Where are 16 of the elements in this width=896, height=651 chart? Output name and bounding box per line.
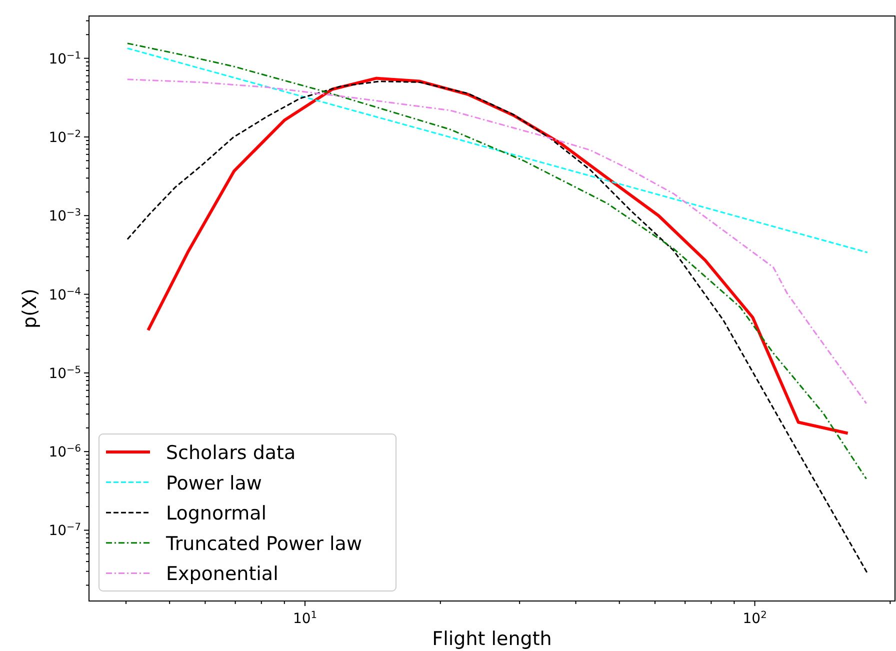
legend-label: Lognormal [166,502,267,525]
legend-label: Exponential [166,563,278,586]
y-axis-title: p(X) [19,288,41,328]
legend-label: Power law [166,472,262,494]
y-tick-label: 10$^{−5}$ [48,364,81,382]
y-tick-label: 10$^{−4}$ [48,286,81,304]
x-axis-title: Flight length [432,628,552,650]
y-tick-label: 10$^{−2}$ [48,128,81,146]
y-tick-label: 10$^{−6}$ [48,443,81,461]
x-tick-label: 10$^{2}$ [742,610,767,627]
y-tick-label: 10$^{−7}$ [48,522,81,540]
legend-label: Truncated Power law [165,532,362,555]
y-tick-label: 10$^{−1}$ [48,50,81,68]
y-tick-label: 10$^{−3}$ [48,207,81,225]
legend-label: Scholars data [166,442,296,464]
x-tick-label: 10$^{1}$ [292,610,318,627]
